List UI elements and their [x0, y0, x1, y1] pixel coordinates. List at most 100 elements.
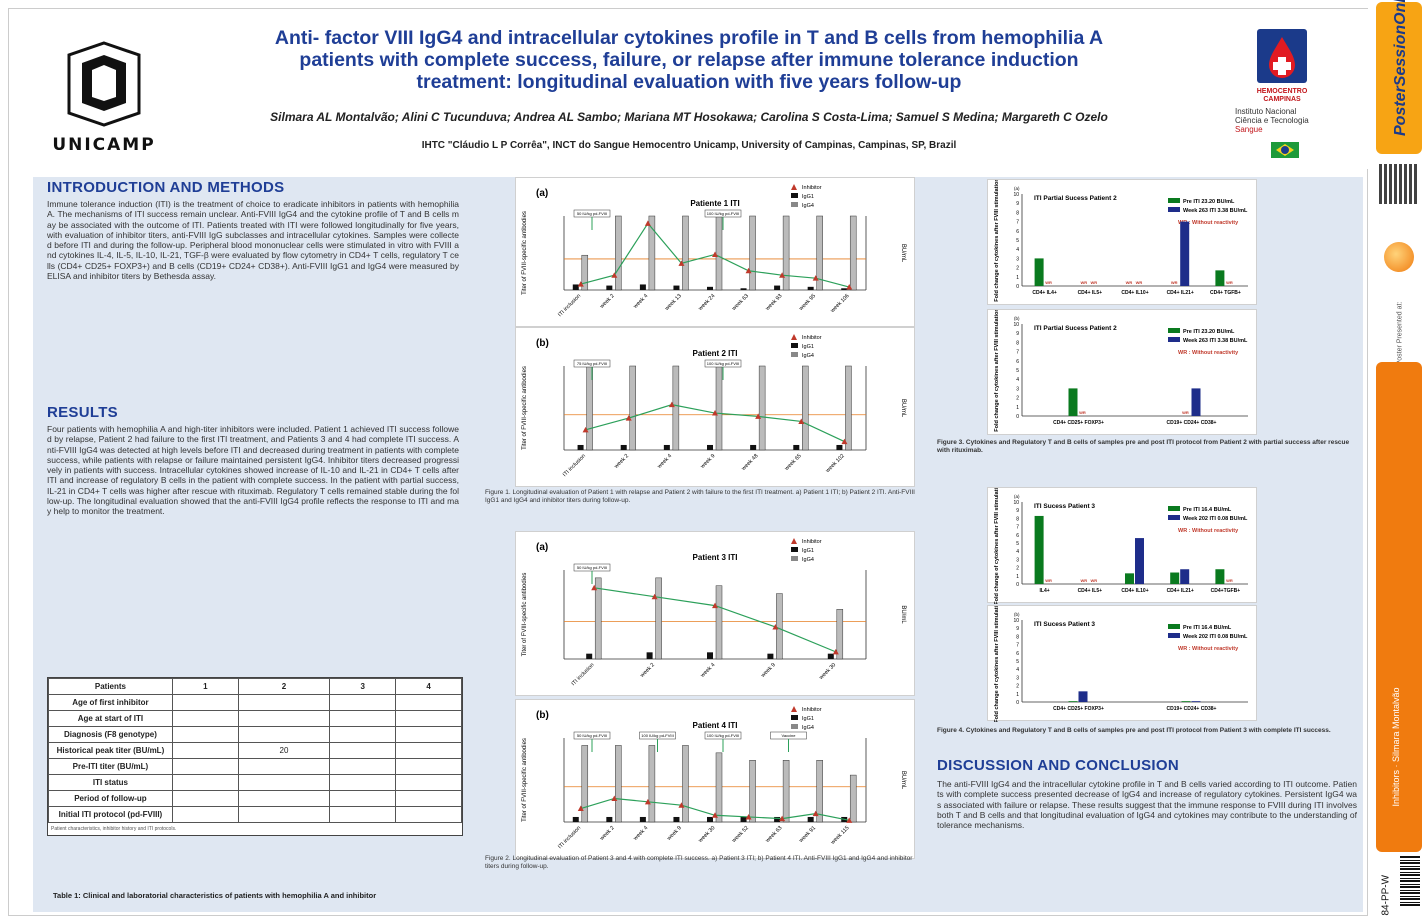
table-row: Diagnosis (F8 genotype): [48, 726, 462, 743]
patient-table: Patients 1 2 3 4 Age of first inhibitor …: [47, 677, 463, 836]
cytokine-chart-p3-a: (a) ITI Sucess Patient 3 Fold change of cy…: [994, 481, 1248, 605]
x-tick-label: week 30: [697, 825, 716, 844]
legend-label: IgG1: [802, 548, 814, 554]
annotation-label: Vaccine: [782, 733, 797, 738]
table-cell: [237, 726, 331, 743]
poster-header: UNICAMP Anti- factor VIII IgG4 and intra…: [9, 9, 1369, 169]
panel-label: (b): [536, 710, 549, 721]
inhibitor-point: [755, 413, 762, 419]
table-cell: [329, 710, 397, 727]
igg4-bar: [776, 593, 783, 660]
x-tick-label: week 24: [697, 293, 716, 312]
qr-code-icon[interactable]: [1379, 164, 1419, 204]
y-axis-label: Titer of FVIII-specific antibodies: [522, 573, 528, 657]
x-tick-label: week 2: [613, 453, 630, 470]
x-tick-label: week 115: [829, 825, 850, 846]
table-row: Period of follow-up: [48, 790, 462, 807]
legend-label: Inhibitor: [802, 539, 822, 545]
x-tick-label: CD4+ IL21+: [1167, 588, 1194, 594]
y-tick-label: 3: [1016, 675, 1019, 681]
x-tick-label: week 63: [764, 825, 783, 844]
patient3-chart: (a) Patient 3 ITI Inhibitor IgG1 IgG4 Titer o…: [522, 538, 906, 687]
inhibitor-point: [779, 272, 786, 278]
y2-axis-label: BU/mL: [900, 605, 906, 624]
wr-label: WR: [1079, 410, 1086, 415]
y-tick-label: 2: [1016, 396, 1019, 402]
igg1-bar: [807, 816, 814, 822]
igg4-bar: [782, 760, 790, 823]
table-cell: [395, 758, 462, 775]
x-tick-label: week 9: [666, 825, 683, 842]
unicamp-emblem-icon: [67, 40, 141, 127]
x-tick-label: week 2: [598, 825, 615, 842]
cytokine-bar: [1191, 388, 1201, 416]
x-tick-label: week 4: [699, 662, 716, 679]
table-cell: [171, 806, 239, 823]
cytokine-chart-p2-a: (a) ITI Partial Sucess Patient 2 Fold chan…: [994, 178, 1248, 302]
wr-label: WR: [1045, 280, 1052, 285]
y-tick-label: 4: [1016, 247, 1019, 253]
igg1-bar: [740, 816, 747, 822]
table-cell: [395, 694, 462, 711]
table-cell: [171, 758, 239, 775]
table-row: Age of first inhibitor: [48, 694, 462, 711]
chart-title: Patient 2 ITI: [693, 349, 738, 358]
chart-title: Patient 4 ITI: [693, 721, 738, 730]
igg4-bar: [581, 745, 589, 823]
table-cell: [329, 694, 397, 711]
table-cell: [395, 710, 462, 727]
poster: UNICAMP Anti- factor VIII IgG4 and intra…: [8, 8, 1369, 916]
results-text: Four patients with hemophilia A and high…: [47, 424, 459, 517]
poster-code-label: 84-PP-W: [1380, 874, 1392, 916]
igg1-bar: [841, 288, 848, 290]
y-tick-label: 10: [1013, 192, 1019, 198]
legend-label: Week 263 ITI 3.38 BU/mL: [1183, 338, 1248, 344]
table-cell: [329, 726, 397, 743]
table-row: Age at start of ITI: [48, 710, 462, 727]
legend-marker: [791, 202, 798, 207]
igg4-bar: [682, 215, 689, 291]
x-tick-label: week 2: [639, 662, 656, 679]
y-tick-label: 2: [1016, 566, 1019, 572]
igg1-bar: [572, 816, 579, 822]
inhibitor-point: [582, 426, 589, 433]
legend-label: Inhibitor: [802, 185, 822, 191]
inhibitor-point: [846, 817, 853, 823]
inhibitor-point: [745, 267, 752, 274]
igg1-bar: [740, 288, 747, 290]
row-label: Period of follow-up: [48, 790, 173, 807]
igg1-bar: [606, 816, 613, 822]
chart-panel: (a) ITI Partial Sucess Patient 2 Fold chan…: [987, 178, 1257, 305]
annotation-label: 100 IU/kg pd-FVIII: [707, 211, 739, 216]
table-cell: [329, 774, 397, 791]
y-tick-label: 8: [1016, 340, 1019, 346]
annotation-label: 100 IU/kg pd-FVIII: [707, 733, 739, 738]
panel-label: (a): [536, 542, 548, 553]
wr-label: WR: [1080, 280, 1087, 285]
annotation-label: 100 IU/kg pd-FVIII: [707, 361, 739, 366]
y-tick-label: 10: [1013, 618, 1019, 624]
inhibitor-point: [625, 415, 632, 421]
chart-title: Patient 3 ITI: [693, 553, 738, 562]
table-row: Pre-ITI titer (BU/mL): [48, 758, 462, 775]
table-cell: [395, 726, 462, 743]
x-tick-label: week 63: [731, 293, 750, 312]
x-tick-label: CD4+ IL21+: [1167, 290, 1194, 296]
panel-label: (a): [536, 188, 548, 199]
y-tick-label: 2: [1016, 684, 1019, 690]
wr-label: WR: [1182, 410, 1189, 415]
igg1-bar: [673, 285, 680, 290]
inhibitor-point: [812, 275, 819, 281]
igg1-bar: [836, 444, 843, 450]
author-topic: Inhibitors · Silmara Montalvão: [1391, 687, 1401, 807]
blood-drop-icon: [1257, 29, 1307, 83]
x-tick-label: ITI inclusion: [562, 453, 587, 478]
y-tick-label: 5: [1016, 238, 1019, 244]
table-cell: [237, 758, 331, 775]
postersession-badge[interactable]: PosterSessionOnline: [1376, 0, 1422, 154]
inhibitor-point: [812, 810, 819, 817]
x-tick-label: ITI inclusion: [557, 825, 582, 850]
legend-marker: [791, 547, 798, 552]
igg4-bar: [581, 254, 589, 291]
affiliation: IHTC "Cláudio L P Corrêa", INCT do Sangu…: [421, 140, 957, 151]
